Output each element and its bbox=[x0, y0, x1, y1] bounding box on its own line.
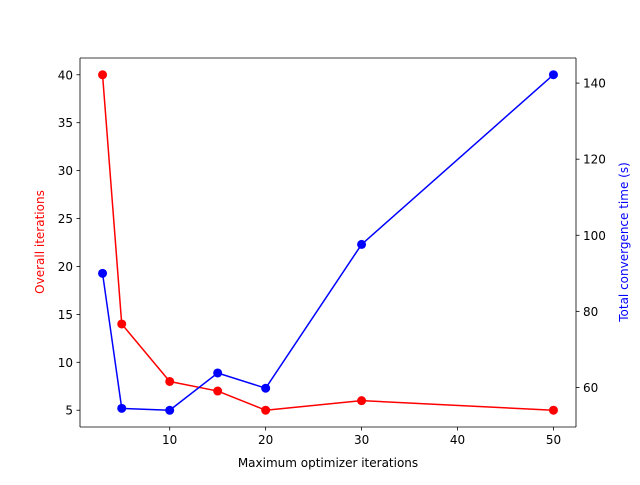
left-y-axis-label: Overall iterations bbox=[33, 190, 47, 294]
data-point-left-2 bbox=[165, 376, 175, 386]
x-tick-label-20: 20 bbox=[258, 433, 273, 447]
data-point-left-5 bbox=[357, 396, 367, 406]
data-point-right-5 bbox=[357, 239, 367, 249]
data-point-right-0 bbox=[98, 268, 108, 278]
axes-layer: 10 20 30 40 50 5 10 15 20 25 30 35 40 60 80 100 120 140 bbox=[58, 57, 606, 447]
data-point-left-6 bbox=[548, 405, 558, 415]
data-point-left-0 bbox=[98, 70, 108, 80]
right-y-axis-label: Total convergence time (s) bbox=[617, 162, 631, 323]
right-y-tick-label-120: 120 bbox=[583, 153, 606, 167]
x-tick-label-50: 50 bbox=[546, 433, 561, 447]
data-point-right-6 bbox=[548, 70, 558, 80]
left-y-tick-label-10: 10 bbox=[58, 356, 73, 370]
right-y-tick-label-80: 80 bbox=[583, 305, 598, 319]
series-layer bbox=[98, 70, 558, 415]
x-tick-label-10: 10 bbox=[162, 433, 177, 447]
data-point-left-4 bbox=[261, 405, 271, 415]
right-y-tick-label-100: 100 bbox=[583, 229, 606, 243]
x-axis-label: Maximum optimizer iterations bbox=[238, 456, 418, 470]
data-point-left-1 bbox=[117, 319, 127, 329]
x-tick-label-40: 40 bbox=[450, 433, 465, 447]
data-point-right-4 bbox=[261, 383, 271, 393]
left-y-tick-label-5: 5 bbox=[65, 404, 73, 418]
left-y-tick-label-35: 35 bbox=[58, 116, 73, 130]
left-y-tick-label-20: 20 bbox=[58, 260, 73, 274]
left-y-tick-label-30: 30 bbox=[58, 164, 73, 178]
right-y-tick-label-140: 140 bbox=[583, 77, 606, 91]
plot-area bbox=[80, 58, 576, 427]
data-point-right-1 bbox=[117, 403, 127, 413]
left-y-tick-label-25: 25 bbox=[58, 212, 73, 226]
left-y-tick-label-15: 15 bbox=[58, 308, 73, 322]
data-point-right-2 bbox=[165, 405, 175, 415]
plot-background bbox=[80, 58, 576, 427]
left-y-tick-label-40: 40 bbox=[58, 68, 73, 82]
right-y-tick-label-60: 60 bbox=[583, 381, 598, 395]
data-point-right-3 bbox=[213, 368, 223, 378]
data-point-left-3 bbox=[213, 386, 223, 396]
x-tick-label-30: 30 bbox=[354, 433, 369, 447]
